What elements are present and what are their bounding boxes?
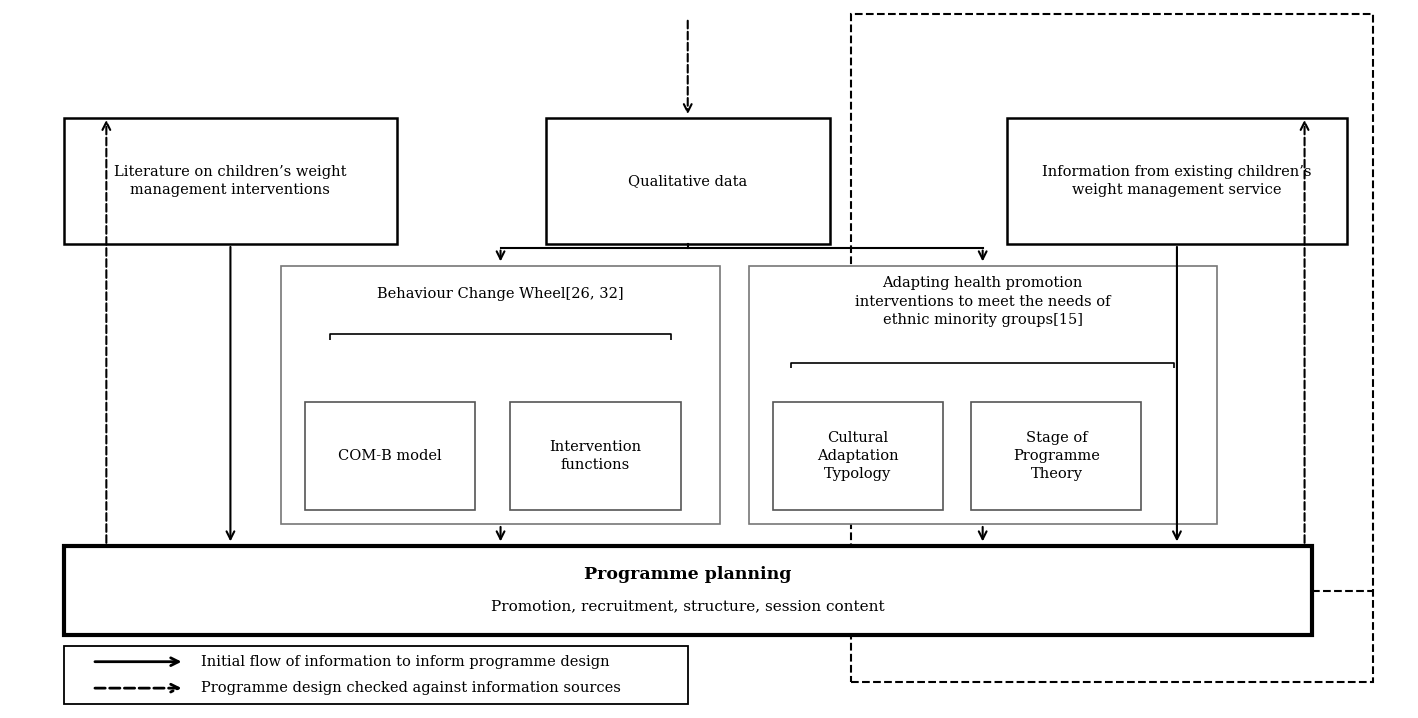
Bar (749, 266, 1217, 524)
Bar (64, 118, 397, 244)
Bar (773, 402, 943, 510)
Text: Stage of
Programme
Theory: Stage of Programme Theory (1012, 431, 1100, 481)
Text: Literature on children’s weight
management interventions: Literature on children’s weight manageme… (115, 165, 346, 197)
Bar (64, 646, 688, 704)
Bar (1007, 118, 1347, 244)
Text: Information from existing children’s
weight management service: Information from existing children’s wei… (1042, 165, 1312, 197)
Bar (851, 14, 1373, 682)
Bar (546, 118, 830, 244)
Text: Promotion, recruitment, structure, session content: Promotion, recruitment, structure, sessi… (491, 600, 885, 613)
Text: Qualitative data: Qualitative data (628, 174, 747, 188)
Bar (64, 546, 1312, 635)
Bar (510, 402, 681, 510)
Text: Adapting health promotion
interventions to meet the needs of
ethnic minority gro: Adapting health promotion interventions … (855, 276, 1110, 327)
Text: Programme design checked against information sources: Programme design checked against informa… (201, 681, 621, 695)
Bar (281, 266, 720, 524)
Bar (305, 402, 475, 510)
Bar (971, 402, 1141, 510)
Text: Programme planning: Programme planning (584, 567, 791, 583)
Text: Initial flow of information to inform programme design: Initial flow of information to inform pr… (201, 655, 610, 668)
Text: Intervention
functions: Intervention functions (550, 439, 641, 472)
Text: Cultural
Adaptation
Typology: Cultural Adaptation Typology (817, 431, 899, 481)
Text: COM-B model: COM-B model (337, 449, 442, 463)
Text: Behaviour Change Wheel[26, 32]: Behaviour Change Wheel[26, 32] (377, 287, 624, 301)
